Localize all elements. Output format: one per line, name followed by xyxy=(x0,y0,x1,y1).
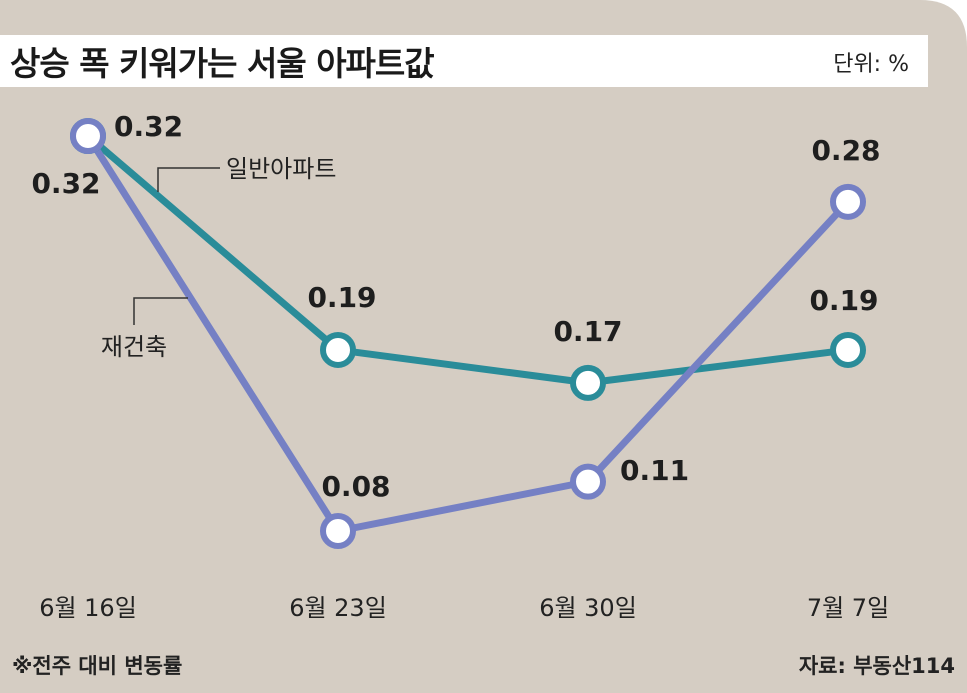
marker-general-4 xyxy=(830,331,866,368)
data-label-reconstruction-1: 0.32 xyxy=(31,167,100,200)
data-label-reconstruction-2: 0.08 xyxy=(321,470,390,503)
series-line-general xyxy=(84,132,852,387)
data-label-general-1: 0.32 xyxy=(114,110,183,143)
footnote: ※전주 대비 변동률 xyxy=(12,654,183,678)
x-tick-label-2: 6월 23일 xyxy=(289,594,387,622)
title-bar xyxy=(0,35,928,87)
source-label: 자료: 부동산114 xyxy=(798,654,955,678)
data-label-general-4: 0.19 xyxy=(809,284,878,317)
data-label-reconstruction-3: 0.11 xyxy=(620,454,689,487)
marker-reconstruction-2 xyxy=(320,513,356,549)
marker-general-2 xyxy=(320,331,356,368)
marker-reconstruction-1 xyxy=(70,118,106,154)
marker-reconstruction-3 xyxy=(570,463,606,500)
unit-label: 단위: % xyxy=(833,52,909,77)
x-tick-label-1: 6월 16일 xyxy=(39,594,137,622)
series-label-reconstruction: 재건축 xyxy=(101,333,167,361)
x-tick-label-4: 7월 7일 xyxy=(807,594,889,622)
x-tick-label-3: 6월 30일 xyxy=(539,594,637,622)
marker-reconstruction-4 xyxy=(830,183,866,220)
chart-title: 상승 폭 키워가는 서울 아파트값 xyxy=(10,44,435,83)
data-label-general-3: 0.17 xyxy=(553,315,622,348)
callout-leader-reconstruction xyxy=(133,297,188,325)
data-label-general-2: 0.19 xyxy=(307,281,376,314)
data-label-reconstruction-4: 0.28 xyxy=(811,134,880,167)
marker-general-3 xyxy=(570,364,606,401)
plot-area: 0.32 0.19 0.17 0.19 0.32 0.08 0.11 0.28 일반아파트재건축… xyxy=(31,110,889,622)
series-label-general: 일반아파트 xyxy=(226,155,336,183)
callout-leader-general xyxy=(157,167,220,192)
series-line-reconstruction xyxy=(84,132,852,535)
